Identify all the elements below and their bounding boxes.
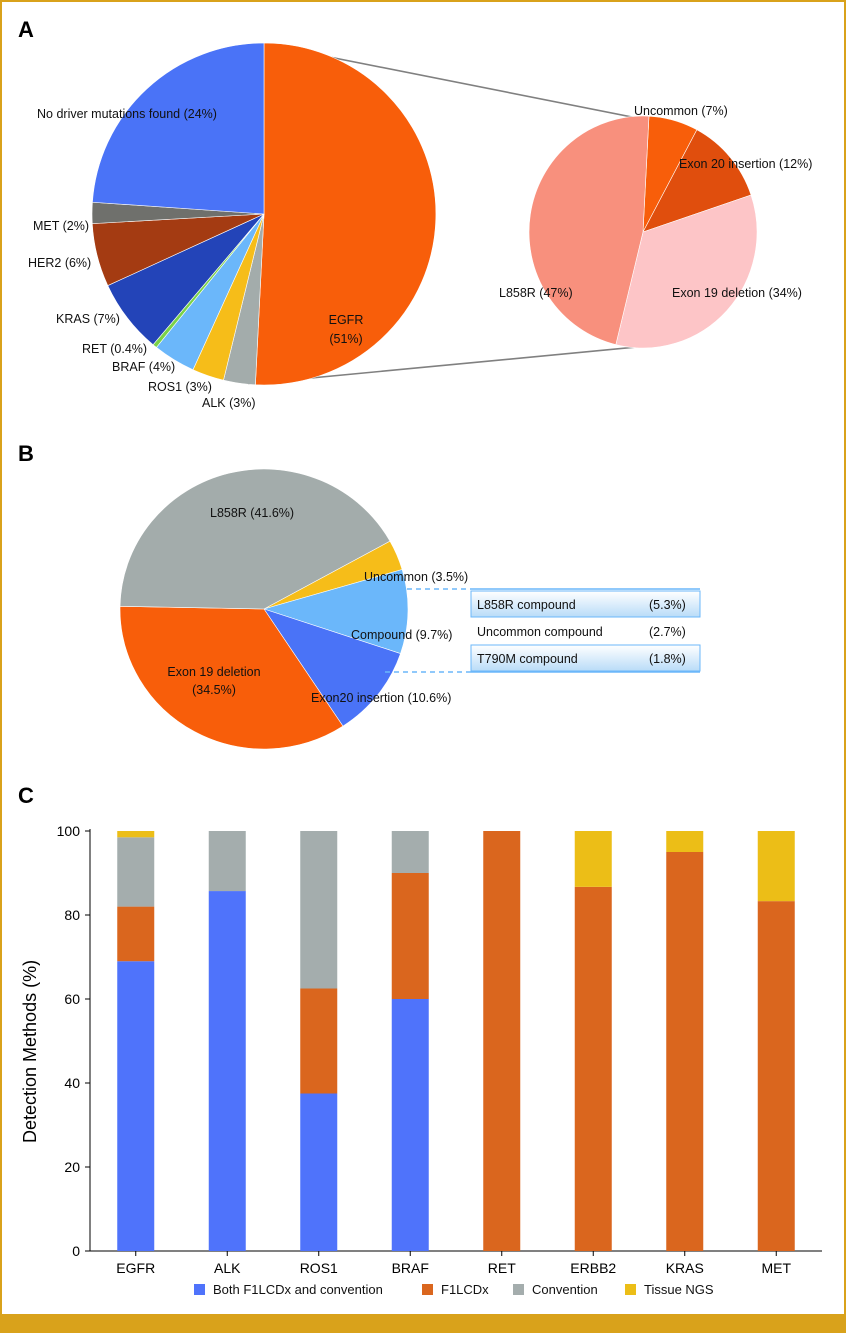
label-alk: ALK (3%) (202, 396, 256, 410)
label-kras: KRAS (7%) (56, 312, 120, 326)
bar-egfr-f1lcdx (117, 906, 155, 962)
x-tick-label-ret: RET (488, 1260, 516, 1276)
pie-b-slice-exon20-insertion (263, 608, 401, 727)
bar-braf-both-f1lcdx-and-convention (391, 999, 429, 1251)
x-tick-label-egfr: EGFR (116, 1260, 155, 1276)
bar-erbb2-tissue-ngs (574, 831, 612, 887)
label-no-driver: No driver mutations found (24%) (37, 107, 217, 121)
pie-a-slice-egfr (255, 42, 437, 386)
bar-alk-both-f1lcdx-and-convention (208, 891, 246, 1251)
bottom-accent-band (0, 1314, 846, 1333)
label-ret: RET (0.4%) (82, 342, 147, 356)
x-tick-label-braf: BRAF (392, 1260, 429, 1276)
breakdown-uncommon-value: (2.7%) (649, 625, 686, 639)
y-tick-label-20: 20 (64, 1159, 80, 1175)
bar-egfr-tissue-ngs (117, 831, 155, 838)
pie-chart-a-egfr-subtypes (528, 115, 758, 349)
breakdown-row-t790m-bg (470, 644, 701, 672)
label-sub-exon20: Exon 20 insertion (12%) (679, 157, 812, 171)
bar-egfr-convention (117, 837, 155, 907)
breakdown-t790m-name: T790M compound (477, 652, 578, 666)
x-tick-label-kras: KRAS (666, 1260, 704, 1276)
label-ros1: ROS1 (3%) (148, 380, 212, 394)
label-braf: BRAF (4%) (112, 360, 175, 374)
bar-ros1-f1lcdx (300, 988, 338, 1094)
breakdown-l858r-name: L858R compound (477, 598, 576, 612)
legend-label-both-f1lcdx-and-convention: Both F1LCDx and convention (213, 1282, 383, 1297)
y-tick-label-80: 80 (64, 907, 80, 923)
label-b-exon19: Exon 19 deletion (167, 665, 260, 679)
labels-a-main: No driver mutations found (24%) MET (2%)… (28, 107, 363, 410)
breakdown-row-l858r-bg (470, 590, 701, 618)
panel-letter-b: B (18, 441, 34, 466)
bar-ret-f1lcdx (483, 831, 521, 1251)
label-sub-exon19: Exon 19 deletion (34%) (672, 286, 802, 300)
pie-b-slice-compound (262, 569, 409, 654)
bar-braf-f1lcdx (391, 873, 429, 999)
bar-egfr-both-f1lcdx-and-convention (117, 961, 155, 1251)
label-met: MET (2%) (33, 219, 89, 233)
pie-chart-a-main (91, 42, 437, 386)
x-tick-label-erbb2: ERBB2 (570, 1260, 616, 1276)
y-tick-label-40: 40 (64, 1075, 80, 1091)
label-her2: HER2 (6%) (28, 256, 91, 270)
panel-letter-c: C (18, 783, 34, 808)
label-egfr-pct: (51%) (329, 332, 362, 346)
label-b-uncommon: Uncommon (3.5%) (364, 570, 468, 584)
legend-label-f1lcdx: F1LCDx (441, 1282, 489, 1297)
label-b-compound: Compound (9.7%) (351, 628, 452, 642)
legend-label-tissue-ngs: Tissue NGS (644, 1282, 714, 1297)
legend-swatch-convention (513, 1284, 524, 1295)
y-tick-label-60: 60 (64, 991, 80, 1007)
pie-b-slice-l858r (119, 468, 391, 610)
y-tick-label-100: 100 (57, 823, 81, 839)
y-tick-label-0: 0 (72, 1243, 80, 1259)
breakdown-uncommon-name: Uncommon compound (477, 625, 603, 639)
breakdown-t790m-value: (1.8%) (649, 652, 686, 666)
x-tick-label-ros1: ROS1 (300, 1260, 338, 1276)
label-b-exon19-pct: (34.5%) (192, 683, 236, 697)
legend-label-convention: Convention (532, 1282, 598, 1297)
bar-erbb2-f1lcdx (574, 886, 612, 1251)
x-tick-label-alk: ALK (214, 1260, 241, 1276)
labels-a-sub: Uncommon (7%) Exon 20 insertion (12%) Ex… (499, 104, 812, 300)
bar-kras-f1lcdx (666, 852, 704, 1251)
bar-ros1-both-f1lcdx-and-convention (300, 1093, 338, 1251)
pie-a-sub-slice-exon-20-insertion (642, 129, 752, 233)
pie-a-sub-slice-exon-19-deletion (615, 194, 758, 349)
label-sub-l858r: L858R (47%) (499, 286, 573, 300)
compound-breakdown: L858R compound (5.3%) Uncommon compound … (385, 588, 701, 673)
label-egfr: EGFR (329, 313, 364, 327)
panel-letter-a: A (18, 17, 34, 42)
x-tick-label-met: MET (761, 1260, 791, 1276)
label-sub-uncommon: Uncommon (7%) (634, 104, 728, 118)
breakdown-l858r-value: (5.3%) (649, 598, 686, 612)
bar-met-tissue-ngs (757, 831, 795, 902)
bar-alk-convention (208, 831, 246, 892)
bar-met-f1lcdx (757, 901, 795, 1251)
label-b-exon20: Exon20 insertion (10.6%) (311, 691, 451, 705)
legend-swatch-f1lcdx (422, 1284, 433, 1295)
legend-swatch-tissue-ngs (625, 1284, 636, 1295)
bar-kras-tissue-ngs (666, 831, 704, 852)
stacked-bar-chart-c: 0 20 40 60 80 100 EGFR ALK ROS1 BRAF RET ERBB2 KRAS M… (57, 823, 822, 1297)
bar-ros1-convention (300, 831, 338, 989)
pie-a-sub-slice-l858r (528, 115, 650, 346)
pie-b-slice-exon-19-deletion (119, 606, 344, 750)
pie-a-slice-no-driver (92, 42, 265, 215)
y-axis-label: Detection Methods (%) (20, 960, 40, 1143)
pie-chart-b (119, 468, 409, 750)
labels-b: L858R (41.6%) Uncommon (3.5%) Compound (… (167, 506, 468, 705)
label-b-l858r: L858R (41.6%) (210, 506, 294, 520)
bar-braf-convention (391, 831, 429, 873)
legend-swatch-both-f1lcdx-and-convention (194, 1284, 205, 1295)
